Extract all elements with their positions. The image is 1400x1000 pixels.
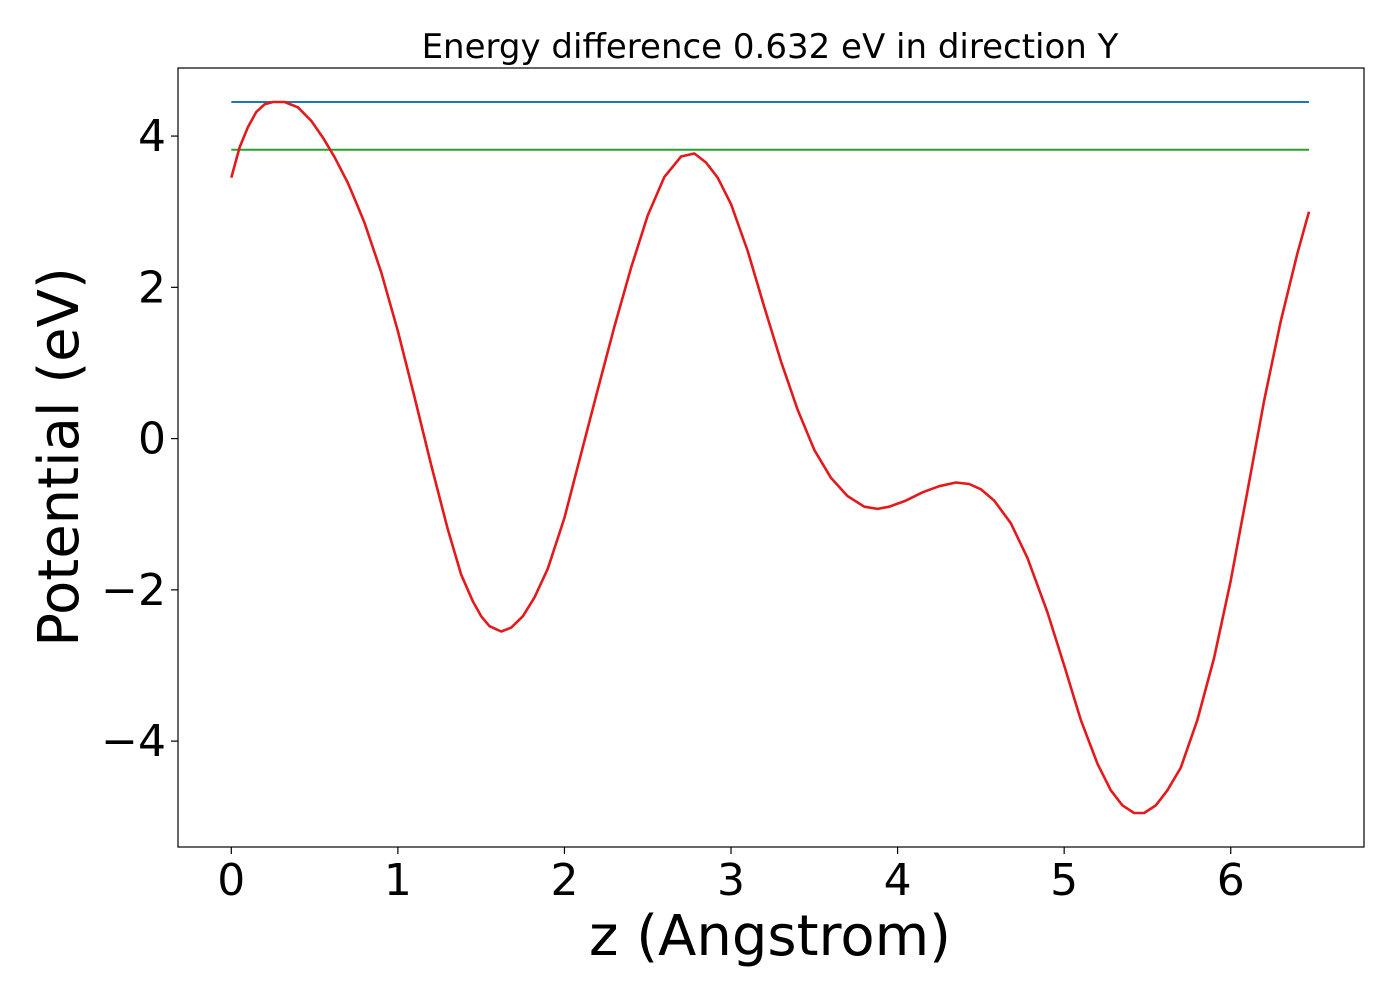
y-axis-label: Potential (eV) — [27, 267, 92, 647]
x-axis-label: z (Angstrom) — [589, 904, 951, 969]
series-layer — [230, 100, 1311, 815]
x-tick-label: 3 — [717, 855, 745, 906]
x-tick-label: 4 — [884, 855, 912, 906]
chart-title: Energy difference 0.632 eV in direction … — [422, 27, 1119, 67]
x-axis-ticks: 0 1 2 3 4 5 6 — [217, 847, 1245, 906]
y-axis-ticks: −4 −2 0 2 4 — [101, 111, 178, 767]
x-tick-label: 6 — [1217, 855, 1245, 906]
x-tick-label: 1 — [384, 855, 412, 906]
series-line-2 — [230, 100, 1311, 815]
x-tick-label: 2 — [550, 855, 578, 906]
y-tick-label: 4 — [138, 111, 166, 162]
y-tick-label: −2 — [101, 565, 166, 616]
x-tick-label: 0 — [217, 855, 245, 906]
y-tick-label: 2 — [138, 262, 166, 313]
plot-frame — [177, 67, 1365, 848]
y-tick-label: −4 — [101, 716, 166, 767]
x-tick-label: 5 — [1050, 855, 1078, 906]
y-tick-label: 0 — [138, 414, 166, 465]
